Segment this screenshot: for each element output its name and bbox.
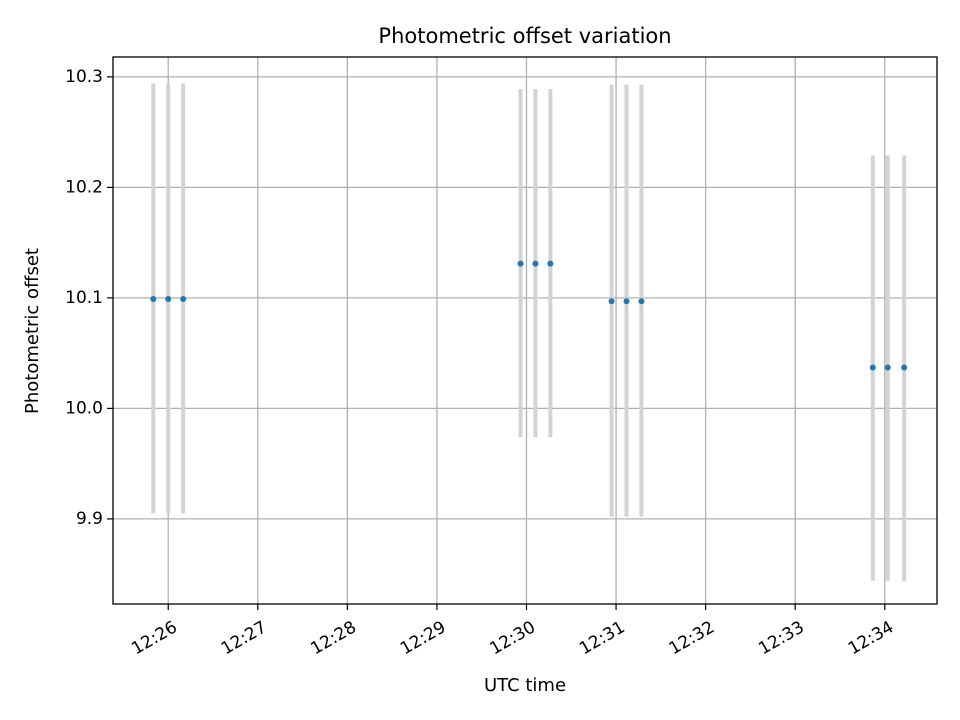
x-axis-ticks: 12:26 12:27 12:28 12:29 12:30 12:31 12:32 12:33… — [128, 604, 897, 659]
x-tick-label: 12:33 — [755, 617, 807, 659]
data-point — [869, 364, 876, 371]
x-axis-label: UTC time — [484, 675, 566, 696]
x-tick-label: 12:26 — [128, 617, 180, 659]
y-axis-ticks: 9.9 10.0 10.1 10.2 10.3 — [65, 67, 113, 529]
error-bars — [151, 83, 907, 581]
data-point — [180, 296, 187, 303]
y-tick-label: 10.0 — [65, 398, 103, 418]
data-point — [901, 364, 908, 371]
x-tick-label: 12:27 — [218, 617, 270, 659]
data-point — [150, 296, 157, 303]
y-tick-label: 10.2 — [65, 177, 103, 197]
data-point — [623, 298, 630, 305]
data-point — [165, 296, 172, 303]
x-tick-label: 12:32 — [666, 617, 718, 659]
x-tick-label: 12:29 — [397, 617, 449, 659]
x-tick-label: 12:30 — [487, 617, 539, 659]
plot-frame — [112, 56, 938, 605]
x-tick-label: 12:31 — [576, 617, 628, 659]
y-tick-label: 10.1 — [65, 288, 103, 308]
chart-title: Photometric offset variation — [378, 24, 671, 48]
y-tick-label: 9.9 — [76, 509, 103, 529]
data-points — [150, 260, 908, 371]
data-point — [532, 260, 539, 267]
data-point — [608, 298, 615, 305]
grid — [113, 57, 937, 604]
y-axis-label: Photometric offset — [22, 248, 43, 414]
x-tick-label: 12:34 — [845, 617, 897, 659]
data-point — [547, 260, 554, 267]
y-tick-label: 10.3 — [65, 67, 103, 87]
x-tick-label: 12:28 — [307, 617, 359, 659]
data-point — [638, 298, 645, 305]
data-point — [517, 260, 524, 267]
data-point — [884, 364, 891, 371]
